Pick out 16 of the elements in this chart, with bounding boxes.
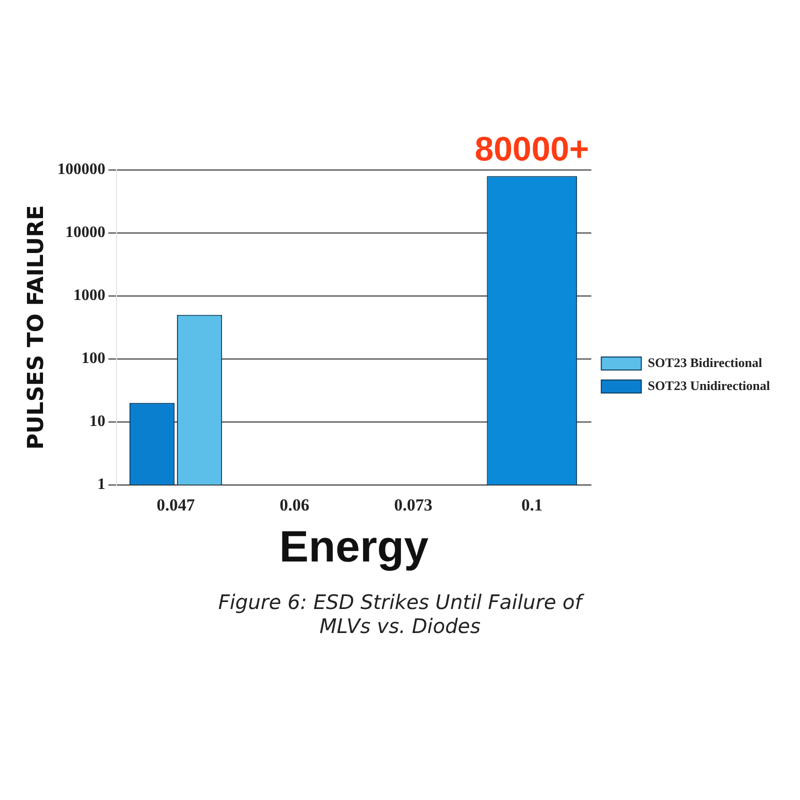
data-label: 80000+ xyxy=(474,130,590,168)
legend-label: SOT23 Unidirectional xyxy=(648,378,770,393)
caption: Figure 6: ESD Strikes Until Failure of MLVs vs. Diodes xyxy=(217,590,586,638)
y-tick-label: 10000 xyxy=(65,224,106,242)
x-tick-label: 0.06 xyxy=(280,495,310,514)
x-tick-label: 0.1 xyxy=(521,495,543,514)
x-tick-label: 0.073 xyxy=(394,495,432,514)
y-tick-label: 1 xyxy=(97,476,106,493)
x-tick-label: 0.047 xyxy=(156,495,196,514)
legend-label: SOT23 Bidirectional xyxy=(648,354,762,370)
y-tick-label: 10 xyxy=(89,412,106,430)
y-axis-title: PULSES TO FAILURE xyxy=(24,205,49,450)
y-tick-label: 100 xyxy=(81,350,106,368)
y-tick-label: 1000 xyxy=(73,287,106,304)
y-tick-label: 100000 xyxy=(57,161,106,178)
x-axis-title: Energy xyxy=(279,522,429,572)
